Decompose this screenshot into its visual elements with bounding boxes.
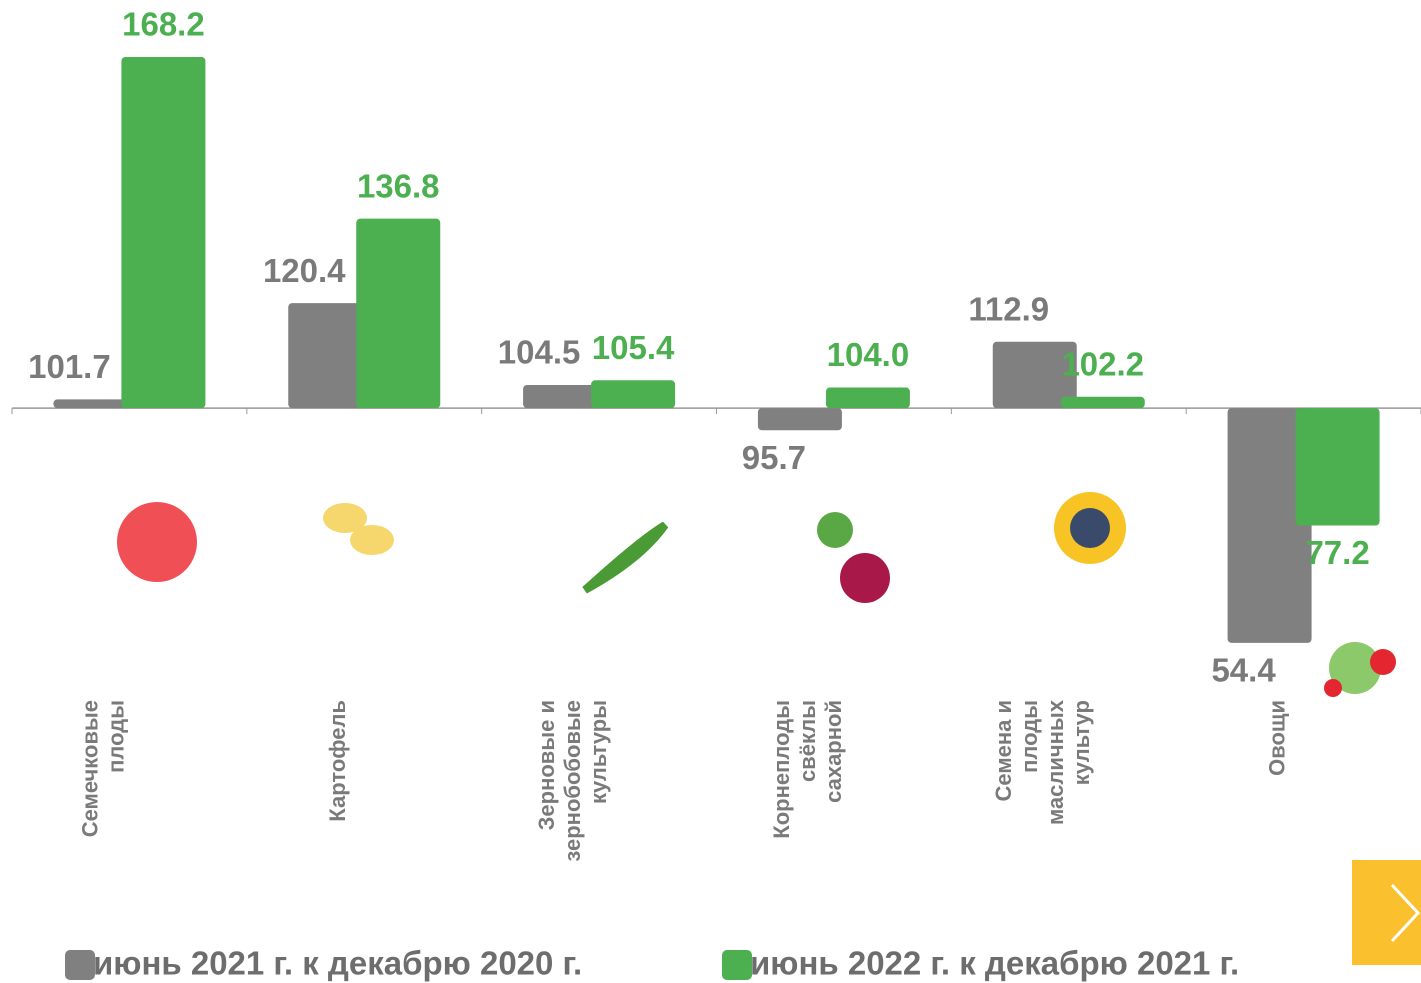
- value-label: 120.4: [263, 252, 346, 289]
- value-label: 104.5: [498, 334, 581, 371]
- bar: [825, 387, 910, 409]
- bar: [121, 57, 206, 409]
- legend-label: июнь 2021 г. к декабрю 2020 г.: [93, 945, 582, 982]
- bar: [591, 380, 676, 409]
- potato-icon: [350, 525, 394, 555]
- legend-swatch: [722, 950, 752, 980]
- bar: [1295, 408, 1380, 526]
- x-tick-label: Семечковыеплоды: [77, 700, 128, 837]
- radish-icon: [1370, 649, 1396, 675]
- value-label: 104.0: [827, 336, 910, 373]
- value-label: 136.8: [357, 167, 440, 204]
- icons: [117, 492, 1396, 697]
- value-label: 101.7: [28, 348, 111, 385]
- x-tick-label: Семена иплодымасличныхкультур: [991, 699, 1094, 825]
- bar: [1227, 408, 1312, 643]
- bar: [757, 408, 842, 431]
- tomato-icon: [1324, 679, 1342, 697]
- cabbage-icon: [1329, 642, 1381, 694]
- bar: [523, 384, 608, 409]
- value-label: 112.9: [968, 290, 1049, 327]
- x-tick-label: Зерновые изернобобовыекультуры: [534, 700, 611, 862]
- bar: [356, 218, 441, 409]
- x-tick-label: Картофель: [325, 700, 350, 822]
- legend-label: июнь 2022 г. к декабрю 2021 г.: [750, 945, 1239, 982]
- next-button-bg[interactable]: [1352, 860, 1421, 965]
- value-label: 54.4: [1211, 652, 1276, 689]
- value-label: 102.2: [1061, 346, 1144, 383]
- bar: [1060, 396, 1145, 409]
- potato-icon: [323, 503, 367, 533]
- pea-icon: [582, 521, 669, 594]
- value-label: 77.2: [1305, 534, 1369, 571]
- x-tick-label: Корнеплодысвёклысахарной: [769, 700, 846, 839]
- value-label: 95.7: [742, 439, 806, 476]
- apple-icon: [117, 502, 197, 582]
- sunflower-center: [1070, 508, 1110, 548]
- bar: [53, 399, 138, 409]
- value-label: 105.4: [592, 329, 675, 366]
- legend-swatch: [65, 950, 95, 980]
- value-label: 168.2: [122, 6, 205, 43]
- next-arrow[interactable]: [1390, 883, 1421, 943]
- beet-icon: [840, 553, 890, 603]
- leaf-icon: [817, 512, 853, 548]
- x-tick-label: Овощи: [1264, 700, 1289, 776]
- next-button[interactable]: [1352, 860, 1421, 965]
- bar: [992, 341, 1077, 409]
- bar: [288, 303, 373, 409]
